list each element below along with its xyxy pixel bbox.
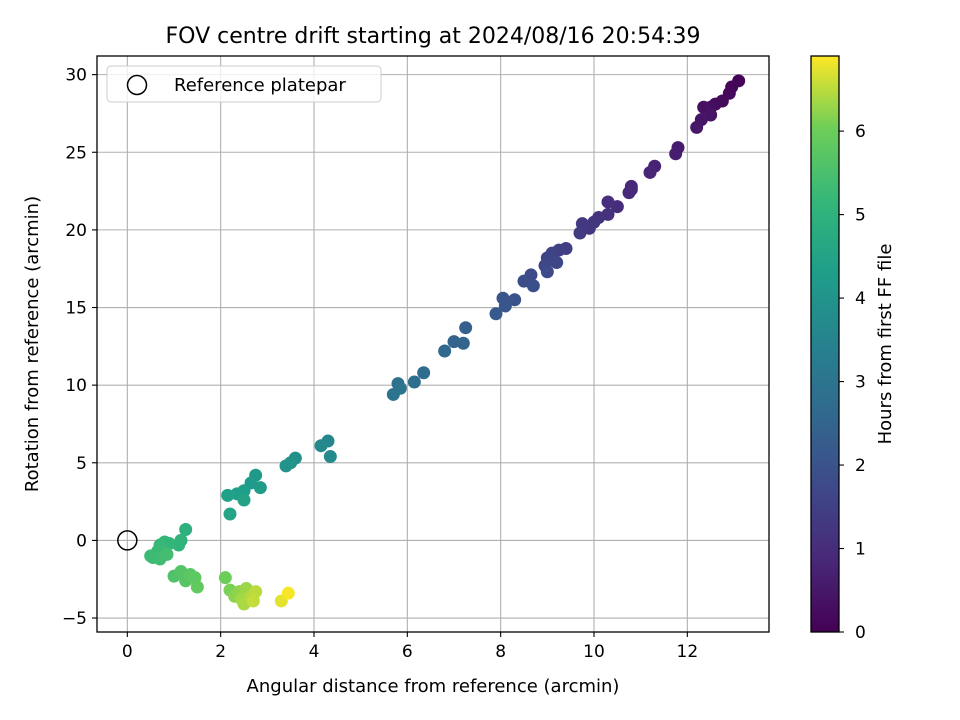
scatter-point (550, 255, 564, 269)
scatter-point (160, 547, 174, 561)
scatter-point (459, 321, 473, 335)
scatter-point (223, 507, 237, 521)
colorbar-tick-label: 6 (855, 122, 866, 142)
scatter-point (253, 481, 267, 495)
x-tick-label: 0 (122, 642, 133, 662)
scatter-point (456, 336, 470, 350)
scatter-point (624, 183, 638, 197)
colorbar-label: Hours from first FF file (875, 244, 896, 445)
scatter-point (508, 293, 522, 307)
scatter-point (489, 307, 503, 321)
scatter-point (601, 195, 615, 209)
scatter-point (281, 586, 295, 600)
chart-title: FOV centre drift starting at 2024/08/16 … (166, 24, 701, 49)
scatter-point (498, 299, 512, 313)
scatter-point (573, 226, 587, 240)
colorbar-tick-label: 1 (855, 540, 866, 560)
y-tick-label: −5 (62, 609, 87, 629)
y-axis-ticks: −5 0 5 10 15 20 25 30 (62, 66, 97, 629)
scatter-point (386, 387, 400, 401)
x-tick-label: 8 (495, 642, 506, 662)
scatter-point (438, 344, 452, 358)
colorbar-frame (810, 55, 840, 633)
y-tick-label: 30 (65, 66, 87, 86)
colorbar-tick-label: 0 (855, 623, 866, 643)
reference-platepar-marker (117, 530, 138, 551)
reference-marker-layer (117, 530, 138, 551)
y-tick-label: 5 (76, 454, 87, 474)
legend-reference-marker (126, 74, 148, 96)
legend-box (106, 65, 382, 103)
x-tick-label: 2 (215, 642, 226, 662)
scatter-point (526, 279, 540, 293)
scatter-point (179, 523, 193, 537)
x-tick-label: 6 (402, 642, 413, 662)
scatter-point (417, 366, 431, 380)
scatter-point (246, 594, 260, 608)
colorbar-tick-label: 3 (855, 373, 866, 393)
scatter-point (540, 265, 554, 279)
colorbar (811, 56, 839, 632)
x-tick-label: 4 (309, 642, 320, 662)
y-tick-label: 20 (65, 221, 87, 241)
x-tick-label: 12 (677, 642, 699, 662)
y-tick-label: 25 (65, 143, 87, 163)
y-tick-label: 15 (65, 299, 87, 319)
colorbar-tick-label: 5 (855, 206, 866, 226)
plot-frame (96, 55, 770, 633)
scatter-point (643, 165, 657, 179)
colorbar-ticks: 0 1 2 3 4 5 6 (839, 122, 866, 643)
scatter-point (190, 580, 204, 594)
y-tick-label: 10 (65, 376, 87, 396)
x-axis-ticks: 0 2 4 6 8 10 12 (122, 632, 698, 662)
data-points (144, 74, 746, 611)
legend-label: Reference platepar (174, 75, 346, 96)
y-tick-label: 0 (76, 531, 87, 551)
scatter-point (407, 375, 421, 389)
scatter-point (669, 147, 683, 161)
scatter-point (237, 493, 251, 507)
scatter-point (218, 571, 232, 585)
scatter-point (314, 439, 328, 453)
x-axis-label: Angular distance from reference (arcmin) (247, 676, 620, 697)
scatter-point (323, 450, 337, 464)
scatter-point (279, 459, 293, 473)
scatter-point (690, 120, 704, 134)
legend: Reference platepar (106, 65, 382, 103)
x-tick-label: 10 (583, 642, 605, 662)
scatter-point (221, 488, 235, 502)
scatter-point (144, 549, 158, 563)
colorbar-tick-label: 2 (855, 456, 866, 476)
colorbar-tick-label: 4 (855, 289, 866, 309)
y-axis-label: Rotation from reference (arcmin) (22, 196, 43, 492)
grid (97, 56, 769, 632)
